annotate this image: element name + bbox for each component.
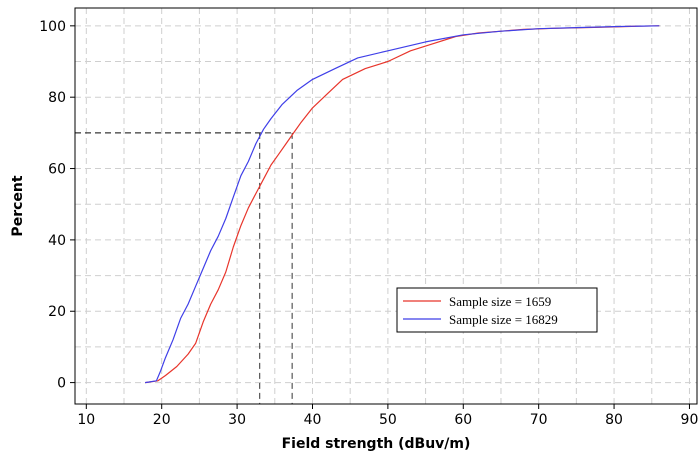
legend-box <box>396 287 598 333</box>
plot-area-frame <box>74 7 698 405</box>
x-axis-title: Field strength (dBuv/m) <box>282 436 471 452</box>
y-tick-label: 40 <box>48 233 66 249</box>
y-tick-label: 100 <box>39 19 66 35</box>
legend: Sample size = 1659 Sample size = 16829 <box>396 287 598 333</box>
x-tick-label: 50 <box>379 412 397 428</box>
x-tick-label: 20 <box>153 412 171 428</box>
x-tick-label: 40 <box>304 412 322 428</box>
axis-ticks: 10 20 30 40 50 60 70 80 90 0 20 40 60 80 100 <box>39 19 698 428</box>
x-tick-label: 80 <box>605 412 623 428</box>
series-lines <box>145 25 660 384</box>
legend-label-series-2: Sample size = 16829 <box>449 312 558 327</box>
y-tick-label: 60 <box>48 162 66 178</box>
x-tick-label: 60 <box>454 412 472 428</box>
y-axis-title: Percent <box>10 175 26 236</box>
y-tick-label: 80 <box>48 90 66 106</box>
series-line-2 <box>145 25 660 384</box>
x-tick-label: 70 <box>530 412 548 428</box>
x-tick-label: 90 <box>681 412 699 428</box>
y-tick-label: 20 <box>48 304 66 320</box>
legend-label-series-1: Sample size = 1659 <box>449 294 551 309</box>
y-tick-label: 0 <box>57 376 66 392</box>
reference-lines <box>75 132 293 404</box>
x-tick-label: 10 <box>77 412 95 428</box>
grid <box>75 8 697 404</box>
x-tick-label: 30 <box>228 412 246 428</box>
